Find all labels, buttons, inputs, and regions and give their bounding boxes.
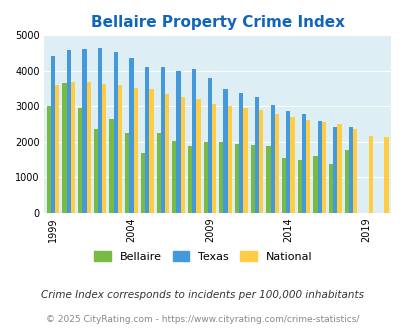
Bar <box>290 117 294 213</box>
Bar <box>270 105 274 213</box>
Bar <box>234 144 239 213</box>
Bar <box>145 67 149 213</box>
Bar <box>239 93 243 213</box>
Bar <box>196 99 200 213</box>
Bar <box>188 147 192 213</box>
Bar <box>118 85 122 213</box>
Bar <box>301 114 305 213</box>
Bar <box>141 152 145 213</box>
Bar <box>254 97 258 213</box>
Bar <box>113 52 118 213</box>
Bar <box>348 127 352 213</box>
Bar <box>243 108 247 213</box>
Bar <box>102 83 106 213</box>
Bar <box>160 67 164 213</box>
Bar <box>337 124 341 213</box>
Bar <box>211 104 216 213</box>
Legend: Bellaire, Texas, National: Bellaire, Texas, National <box>89 247 316 267</box>
Bar <box>109 119 113 213</box>
Bar <box>250 146 254 213</box>
Bar <box>133 88 138 213</box>
Bar <box>223 89 227 213</box>
Bar <box>125 133 129 213</box>
Bar <box>207 78 211 213</box>
Bar <box>129 58 133 213</box>
Bar <box>94 129 98 213</box>
Bar <box>156 133 160 213</box>
Title: Bellaire Property Crime Index: Bellaire Property Crime Index <box>91 15 344 30</box>
Bar <box>172 141 176 213</box>
Bar <box>149 89 153 213</box>
Bar <box>384 137 388 213</box>
Bar <box>333 127 337 213</box>
Bar <box>344 150 348 213</box>
Bar <box>281 158 286 213</box>
Bar <box>297 160 301 213</box>
Bar <box>86 82 91 213</box>
Bar <box>55 85 59 213</box>
Bar <box>258 110 263 213</box>
Bar <box>305 120 309 213</box>
Text: © 2025 CityRating.com - https://www.cityrating.com/crime-statistics/: © 2025 CityRating.com - https://www.city… <box>46 315 359 324</box>
Bar <box>219 142 223 213</box>
Bar <box>274 114 278 213</box>
Bar <box>317 121 321 213</box>
Bar <box>203 142 207 213</box>
Bar <box>98 48 102 213</box>
Text: Crime Index corresponds to incidents per 100,000 inhabitants: Crime Index corresponds to incidents per… <box>41 290 364 300</box>
Bar <box>368 136 372 213</box>
Bar <box>164 94 169 213</box>
Bar <box>192 69 196 213</box>
Bar <box>62 83 66 213</box>
Bar <box>266 147 270 213</box>
Bar <box>176 71 180 213</box>
Bar <box>47 106 51 213</box>
Bar <box>71 82 75 213</box>
Bar <box>328 164 333 213</box>
Bar <box>352 129 356 213</box>
Bar <box>286 111 290 213</box>
Bar <box>313 156 317 213</box>
Bar <box>78 108 82 213</box>
Bar <box>51 56 55 213</box>
Bar <box>227 106 231 213</box>
Bar <box>321 122 325 213</box>
Bar <box>66 50 71 213</box>
Bar <box>82 49 86 213</box>
Bar <box>180 97 184 213</box>
